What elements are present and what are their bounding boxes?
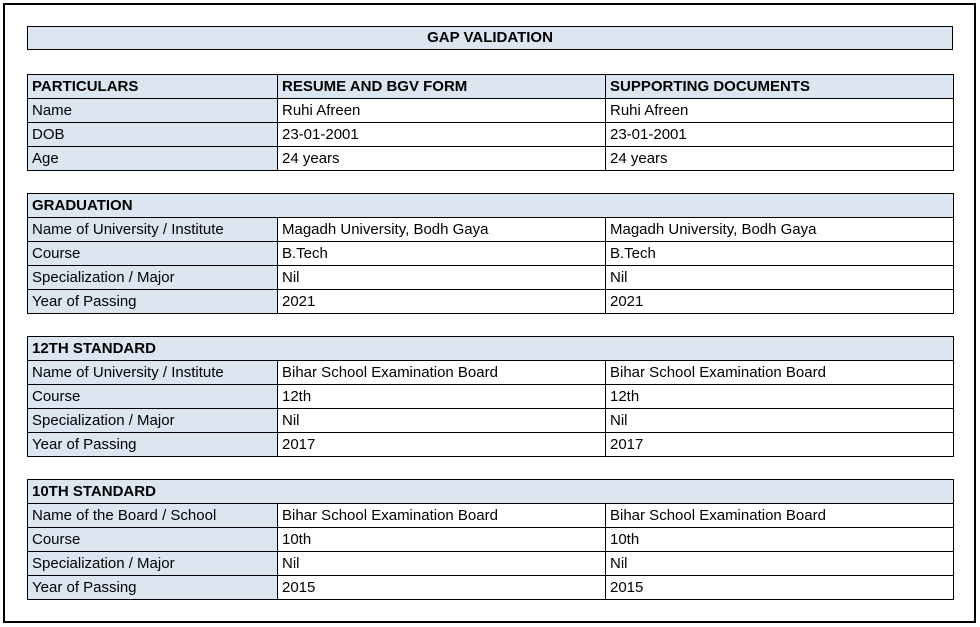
row-label-cell: Specialization / Major	[27, 408, 278, 433]
table-row: Name of University / Institute Bihar Sch…	[27, 360, 955, 385]
row-label-cell: DOB	[27, 122, 278, 147]
table-row: Age 24 years 24 years	[27, 146, 954, 171]
twelfth-standard-table: 12TH STANDARD Name of University / Insti…	[26, 336, 955, 457]
resume-value-cell: 12th	[277, 384, 606, 409]
resume-value-cell: Nil	[277, 265, 606, 290]
resume-value-cell: 23-01-2001	[277, 122, 606, 147]
supporting-value-cell: 10th	[604, 527, 955, 552]
column-header-supporting-docs: SUPPORTING DOCUMENTS	[605, 74, 954, 99]
row-label-cell: Year of Passing	[27, 289, 278, 314]
resume-value-cell: 2017	[277, 432, 606, 457]
title-bar: GAP VALIDATION	[27, 26, 953, 50]
page-border-frame: GAP VALIDATION PARTICULARS RESUME AND BG…	[3, 3, 976, 623]
section-title-row: 10TH STANDARD	[26, 479, 955, 504]
supporting-value-cell: Nil	[605, 265, 954, 290]
resume-value-cell: 24 years	[277, 146, 606, 171]
resume-value-cell: Magadh University, Bodh Gaya	[277, 217, 606, 242]
supporting-value-cell: Nil	[604, 551, 955, 576]
table-row: Course 10th 10th	[27, 527, 955, 552]
supporting-value-cell: Magadh University, Bodh Gaya	[605, 217, 954, 242]
section-title-row: 12TH STANDARD	[26, 336, 955, 361]
table-row: Specialization / Major Nil Nil	[27, 551, 955, 576]
row-label-cell: Year of Passing	[27, 432, 278, 457]
supporting-value-cell: 2015	[604, 575, 955, 600]
section-title-cell: 10TH STANDARD	[26, 479, 955, 504]
table-row: Course B.Tech B.Tech	[27, 241, 954, 266]
supporting-value-cell: Ruhi Afreen	[605, 98, 954, 123]
supporting-value-cell: Bihar School Examination Board	[604, 360, 955, 385]
supporting-value-cell: 2021	[605, 289, 954, 314]
resume-value-cell: Nil	[277, 408, 606, 433]
resume-value-cell: 2015	[277, 575, 606, 600]
table-row: Name of the Board / School Bihar School …	[27, 503, 955, 528]
section-title-cell: GRADUATION	[27, 193, 954, 218]
row-label-cell: Name	[27, 98, 278, 123]
section-title-cell: 12TH STANDARD	[26, 336, 955, 361]
table-row: Course 12th 12th	[27, 384, 955, 409]
supporting-value-cell: 24 years	[605, 146, 954, 171]
table-row: Specialization / Major Nil Nil	[27, 408, 955, 433]
resume-value-cell: Ruhi Afreen	[277, 98, 606, 123]
tenth-standard-table: 10TH STANDARD Name of the Board / School…	[26, 479, 955, 600]
table-row: Name Ruhi Afreen Ruhi Afreen	[27, 98, 954, 123]
supporting-value-cell: Bihar School Examination Board	[604, 503, 955, 528]
column-header-resume-bgv: RESUME AND BGV FORM	[277, 74, 606, 99]
row-label-cell: Name of University / Institute	[27, 217, 278, 242]
supporting-value-cell: 12th	[604, 384, 955, 409]
row-label-cell: Year of Passing	[27, 575, 278, 600]
row-label-cell: Course	[27, 384, 278, 409]
row-label-cell: Age	[27, 146, 278, 171]
supporting-value-cell: B.Tech	[605, 241, 954, 266]
table-row: DOB 23-01-2001 23-01-2001	[27, 122, 954, 147]
supporting-value-cell: 23-01-2001	[605, 122, 954, 147]
graduation-table: GRADUATION Name of University / Institut…	[27, 193, 954, 314]
table-row: Year of Passing 2017 2017	[27, 432, 955, 457]
row-label-cell: Course	[27, 241, 278, 266]
resume-value-cell: B.Tech	[277, 241, 606, 266]
column-header-particulars: PARTICULARS	[27, 74, 278, 99]
row-label-cell: Specialization / Major	[27, 551, 278, 576]
table-row: Year of Passing 2015 2015	[27, 575, 955, 600]
particulars-table: PARTICULARS RESUME AND BGV FORM SUPPORTI…	[27, 74, 954, 171]
table-row: Specialization / Major Nil Nil	[27, 265, 954, 290]
section-title-row: GRADUATION	[27, 193, 954, 218]
row-label-cell: Name of the Board / School	[27, 503, 278, 528]
supporting-value-cell: Nil	[604, 408, 955, 433]
resume-value-cell: Bihar School Examination Board	[277, 360, 606, 385]
table-header-row: PARTICULARS RESUME AND BGV FORM SUPPORTI…	[27, 74, 954, 99]
row-label-cell: Course	[27, 527, 278, 552]
supporting-value-cell: 2017	[604, 432, 955, 457]
resume-value-cell: Nil	[277, 551, 606, 576]
table-row: Year of Passing 2021 2021	[27, 289, 954, 314]
row-label-cell: Specialization / Major	[27, 265, 278, 290]
table-row: Name of University / Institute Magadh Un…	[27, 217, 954, 242]
resume-value-cell: 2021	[277, 289, 606, 314]
row-label-cell: Name of University / Institute	[27, 360, 278, 385]
resume-value-cell: 10th	[277, 527, 606, 552]
resume-value-cell: Bihar School Examination Board	[277, 503, 606, 528]
